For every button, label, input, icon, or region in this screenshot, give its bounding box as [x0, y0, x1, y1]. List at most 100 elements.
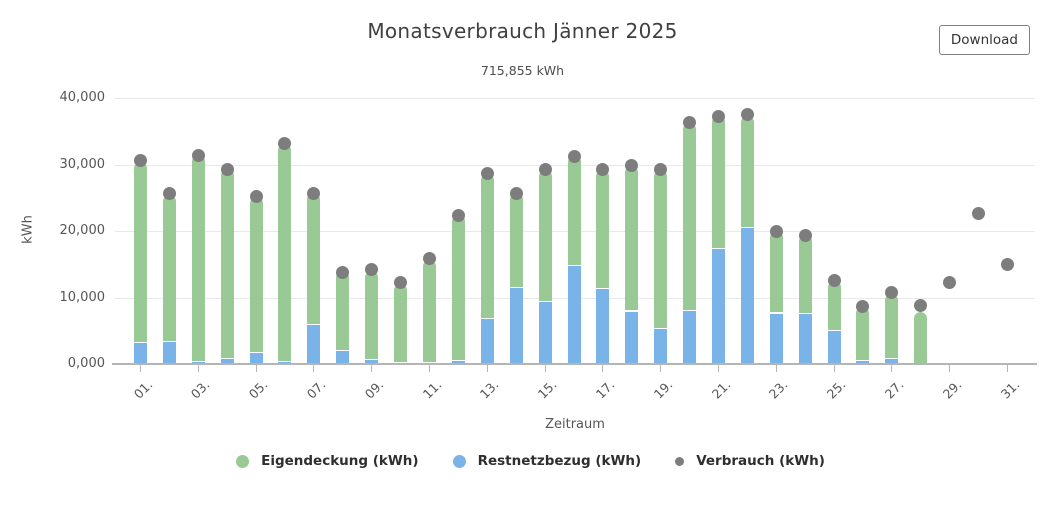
legend-item-verbrauch[interactable]: Verbrauch (kWh) — [675, 453, 825, 469]
eigendeckung-segment[interactable] — [191, 154, 205, 362]
verbrauch-dot[interactable] — [625, 158, 639, 172]
verbrauch-dot[interactable] — [278, 137, 292, 151]
verbrauch-dot[interactable] — [422, 252, 436, 266]
restnetzbezug-segment[interactable] — [885, 358, 899, 364]
verbrauch-dot[interactable] — [220, 162, 234, 176]
restnetzbezug-segment[interactable] — [711, 249, 725, 364]
restnetzbezug-segment[interactable] — [567, 265, 581, 364]
restnetzbezug-segment[interactable] — [740, 227, 754, 364]
eigendeckung-segment[interactable] — [625, 166, 639, 311]
verbrauch-dot[interactable] — [567, 150, 581, 163]
eigendeckung-segment[interactable] — [509, 193, 523, 288]
verbrauch-dot[interactable] — [191, 148, 205, 162]
eigendeckung-segment[interactable] — [538, 169, 552, 301]
x-axis-tick-label: 15. — [534, 377, 560, 402]
eigendeckung-segment[interactable] — [480, 174, 494, 318]
eigendeckung-swatch-icon — [236, 454, 250, 468]
verbrauch-dot[interactable] — [365, 263, 379, 277]
y-axis-tick-label: 40,000 — [59, 90, 106, 105]
verbrauch-dot[interactable] — [972, 207, 985, 221]
eigendeckung-segment[interactable] — [567, 156, 581, 265]
restnetzbezug-segment[interactable] — [769, 313, 783, 364]
eigendeckung-segment[interactable] — [451, 215, 465, 360]
verbrauch-dot[interactable] — [711, 110, 725, 124]
eigendeckung-segment[interactable] — [596, 169, 610, 288]
verbrauch-dot[interactable] — [1000, 258, 1014, 272]
eigendeckung-segment[interactable] — [711, 116, 725, 248]
eigendeckung-segment[interactable] — [336, 271, 350, 350]
restnetzbezug-segment[interactable] — [798, 314, 812, 364]
eigendeckung-segment[interactable] — [133, 162, 147, 342]
verbrauch-dot[interactable] — [509, 187, 523, 201]
restnetzbezug-segment[interactable] — [220, 359, 234, 364]
restnetzbezug-segment[interactable] — [596, 288, 610, 364]
restnetzbezug-segment[interactable] — [538, 301, 552, 364]
eigendeckung-segment[interactable] — [365, 270, 379, 360]
restnetzbezug-segment[interactable] — [249, 352, 263, 364]
download-button[interactable]: Download — [938, 25, 1030, 55]
verbrauch-dot[interactable] — [914, 299, 928, 312]
restnetzbezug-segment[interactable] — [451, 361, 465, 364]
verbrauch-dot[interactable] — [451, 208, 465, 222]
eigendeckung-segment[interactable] — [683, 122, 696, 310]
eigendeckung-segment[interactable] — [278, 143, 292, 361]
verbrauch-dot[interactable] — [307, 186, 321, 200]
restnetzbezug-segment[interactable] — [365, 360, 379, 364]
verbrauch-dot[interactable] — [133, 154, 147, 167]
verbrauch-dot[interactable] — [856, 299, 870, 313]
eigendeckung-segment[interactable] — [249, 197, 263, 352]
eigendeckung-segment[interactable] — [827, 281, 841, 331]
restnetzbezug-segment[interactable] — [654, 328, 668, 364]
verbrauch-dot[interactable] — [538, 162, 552, 176]
eigendeckung-segment[interactable] — [162, 194, 176, 342]
verbrauch-dot[interactable] — [885, 285, 899, 299]
x-axis-tick — [660, 365, 662, 372]
verbrauch-dot[interactable] — [394, 275, 408, 289]
x-axis-tick-label: 13. — [477, 377, 502, 402]
restnetzbezug-segment[interactable] — [133, 342, 147, 364]
restnetzbezug-segment[interactable] — [827, 331, 841, 364]
legend-item-eigendeckung[interactable]: Eigendeckung (kWh) — [236, 453, 419, 469]
x-axis-tick-label: 27. — [881, 377, 907, 402]
eigendeckung-segment[interactable] — [856, 307, 870, 360]
verbrauch-dot[interactable] — [683, 116, 696, 130]
legend-label: Restnetzbezug (kWh) — [477, 453, 642, 469]
verbrauch-dot[interactable] — [798, 228, 812, 242]
restnetzbezug-segment[interactable] — [307, 324, 321, 364]
x-axis-tick — [255, 365, 257, 372]
verbrauch-dot[interactable] — [827, 274, 841, 288]
verbrauch-dot[interactable] — [480, 167, 494, 181]
x-axis-tick-label: 23. — [766, 377, 791, 402]
legend-label: Eigendeckung (kWh) — [261, 453, 419, 469]
eigendeckung-segment[interactable] — [740, 115, 754, 227]
verbrauch-dot[interactable] — [596, 163, 610, 177]
verbrauch-dot[interactable] — [943, 275, 957, 289]
x-axis-tick — [775, 365, 777, 372]
verbrauch-dot[interactable] — [162, 186, 176, 200]
restnetzbezug-segment[interactable] — [480, 318, 494, 364]
verbrauch-dot[interactable] — [336, 265, 350, 279]
eigendeckung-segment[interactable] — [885, 293, 899, 358]
eigendeckung-segment[interactable] — [798, 235, 812, 314]
eigendeckung-segment[interactable] — [769, 230, 783, 313]
x-axis-tick — [602, 365, 604, 372]
eigendeckung-segment[interactable] — [422, 259, 436, 362]
eigendeckung-segment[interactable] — [914, 311, 928, 364]
x-axis-tick — [544, 365, 546, 372]
eigendeckung-segment[interactable] — [220, 168, 234, 359]
restnetzbezug-segment[interactable] — [856, 360, 870, 364]
x-axis-tick-label: 17. — [592, 377, 618, 402]
verbrauch-dot[interactable] — [740, 108, 754, 122]
restnetzbezug-segment[interactable] — [162, 342, 176, 364]
legend-item-restnetzbezug[interactable]: Restnetzbezug (kWh) — [452, 453, 642, 469]
verbrauch-dot[interactable] — [249, 189, 263, 203]
restnetzbezug-segment[interactable] — [625, 311, 639, 364]
verbrauch-dot[interactable] — [654, 162, 668, 176]
restnetzbezug-segment[interactable] — [509, 288, 523, 364]
verbrauch-dot[interactable] — [769, 224, 783, 238]
restnetzbezug-segment[interactable] — [336, 350, 350, 364]
eigendeckung-segment[interactable] — [654, 169, 668, 328]
eigendeckung-segment[interactable] — [394, 283, 408, 362]
eigendeckung-segment[interactable] — [307, 193, 321, 324]
restnetzbezug-segment[interactable] — [683, 310, 696, 364]
